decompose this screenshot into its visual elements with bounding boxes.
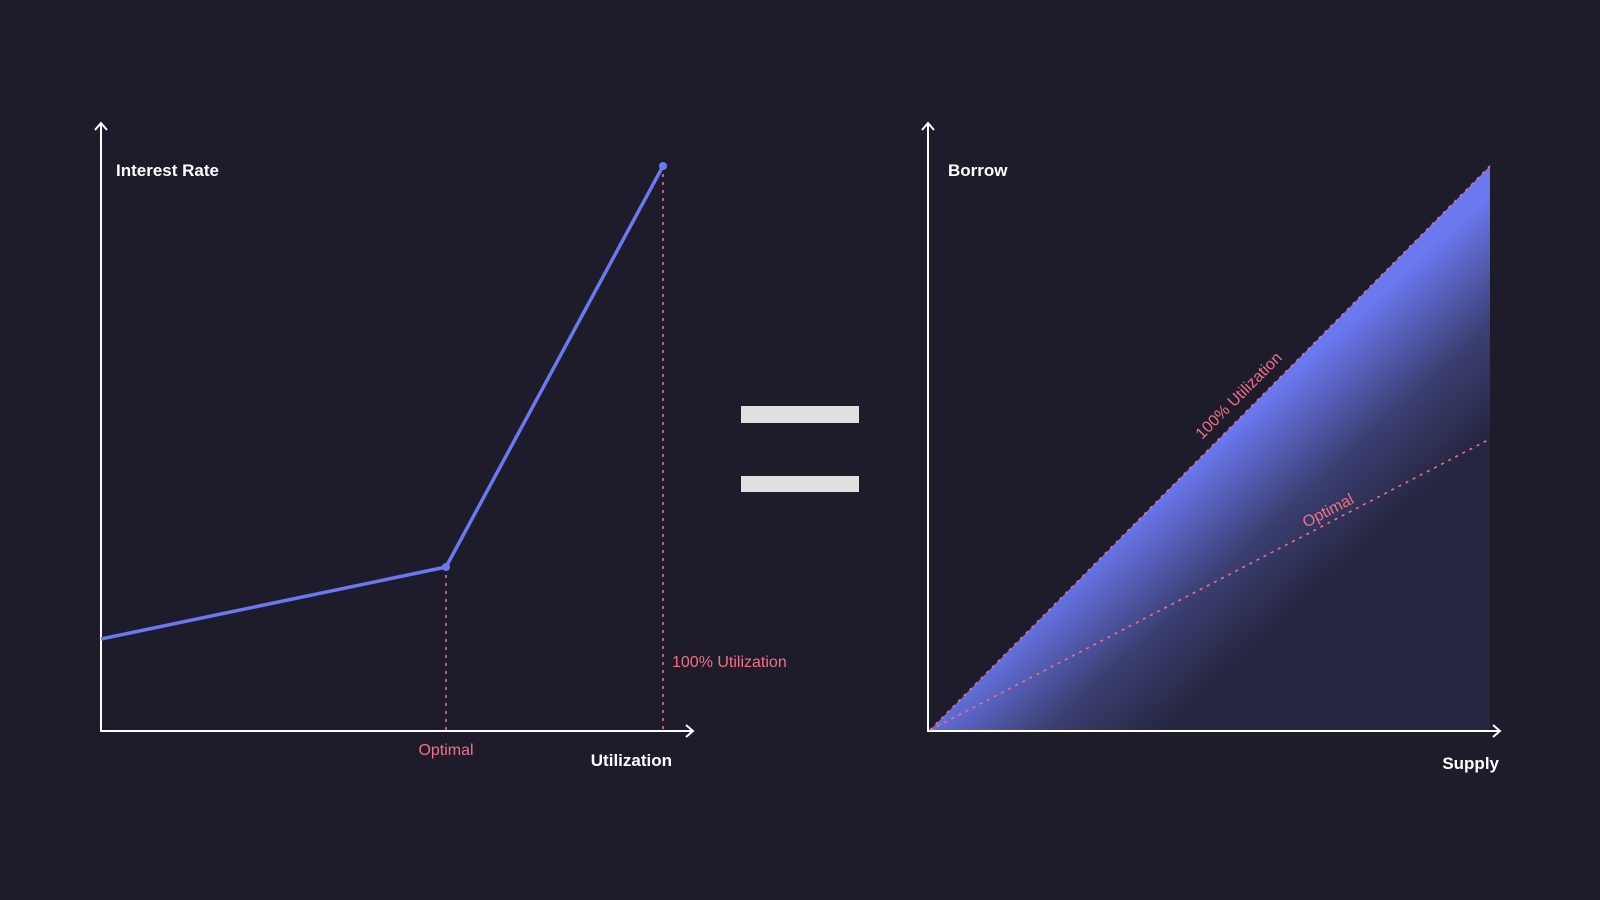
x-axis-arrow-icon [685, 724, 695, 738]
optimal-line [929, 438, 1491, 731]
y-axis-arrow-icon [921, 121, 935, 131]
x-axis-label: Supply [1442, 754, 1499, 773]
left-chart: Interest Rate Utilization Optimal 100% U… [94, 121, 787, 770]
interest-rate-curve [100, 165, 665, 641]
y-axis-arrow-icon [94, 121, 108, 131]
optimal-label: Optimal [418, 742, 473, 759]
borrow-area [930, 166, 1490, 730]
x-axis-arrow-icon [1492, 724, 1502, 738]
right-chart: Borrow Supply 100% Utilization Optimal [921, 121, 1502, 773]
equals-sign [741, 406, 859, 492]
full-utilization-label: 100% Utilization [672, 654, 787, 671]
y-axis-label: Borrow [948, 161, 1008, 180]
y-axis-label: Interest Rate [116, 161, 219, 180]
x-axis-label: Utilization [591, 751, 672, 770]
kink-point [442, 563, 450, 571]
end-point [659, 162, 667, 170]
